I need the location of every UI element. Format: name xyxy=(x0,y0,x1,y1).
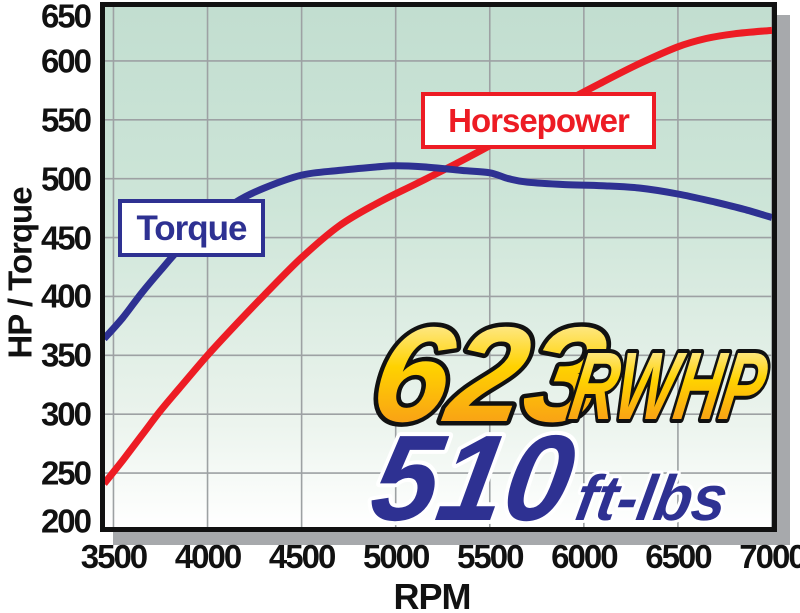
x-tick-label: 6000 xyxy=(551,538,618,575)
y-tick-label: 250 xyxy=(40,454,92,492)
y-tick-label: 450 xyxy=(40,219,92,257)
horsepower-series-label-text: Horsepower xyxy=(448,102,630,139)
torque-series-label: Torque xyxy=(118,199,265,257)
y-tick-label: 500 xyxy=(40,160,92,198)
plot-area: 623 RWHP 510 ft-lbs xyxy=(105,7,772,527)
x-tick-label: 6500 xyxy=(645,538,712,575)
x-tick-label: 5000 xyxy=(362,538,430,575)
y-tick-label: 600 xyxy=(40,42,92,80)
x-tick-label: 4000 xyxy=(174,538,242,575)
plot-frame: 623 RWHP 510 ft-lbs Horsepower Torque xyxy=(100,2,777,532)
y-axis-title: HP / Torque xyxy=(1,187,39,359)
y-tick-label: 400 xyxy=(40,277,92,315)
peak-hp-value: 623 xyxy=(362,299,617,450)
x-tick-label: 5500 xyxy=(457,538,524,575)
peak-hp-callout: 623 RWHP xyxy=(357,294,772,454)
x-axis-title: RPM xyxy=(393,576,472,613)
horsepower-curve xyxy=(105,26,772,486)
y-tick-label: 650 xyxy=(40,0,92,35)
y-tick-label: 550 xyxy=(40,101,92,139)
x-tick-label: 4500 xyxy=(268,538,336,575)
y-tick-label: 350 xyxy=(40,336,92,374)
peak-torque-callout: 510 ft-lbs xyxy=(358,407,736,527)
x-tick-label: 3500 xyxy=(80,538,148,575)
x-tick-label: 7000 xyxy=(739,538,800,575)
peak-hp-unit: RWHP xyxy=(563,332,772,440)
torque-series-label-text: Torque xyxy=(136,208,247,248)
horsepower-series-label: Horsepower xyxy=(421,92,656,149)
y-tick-label: 200 xyxy=(40,502,92,540)
y-tick-label: 300 xyxy=(40,395,92,433)
peak-torque-unit: ft-lbs xyxy=(571,462,734,527)
peak-torque-value: 510 xyxy=(362,411,584,527)
